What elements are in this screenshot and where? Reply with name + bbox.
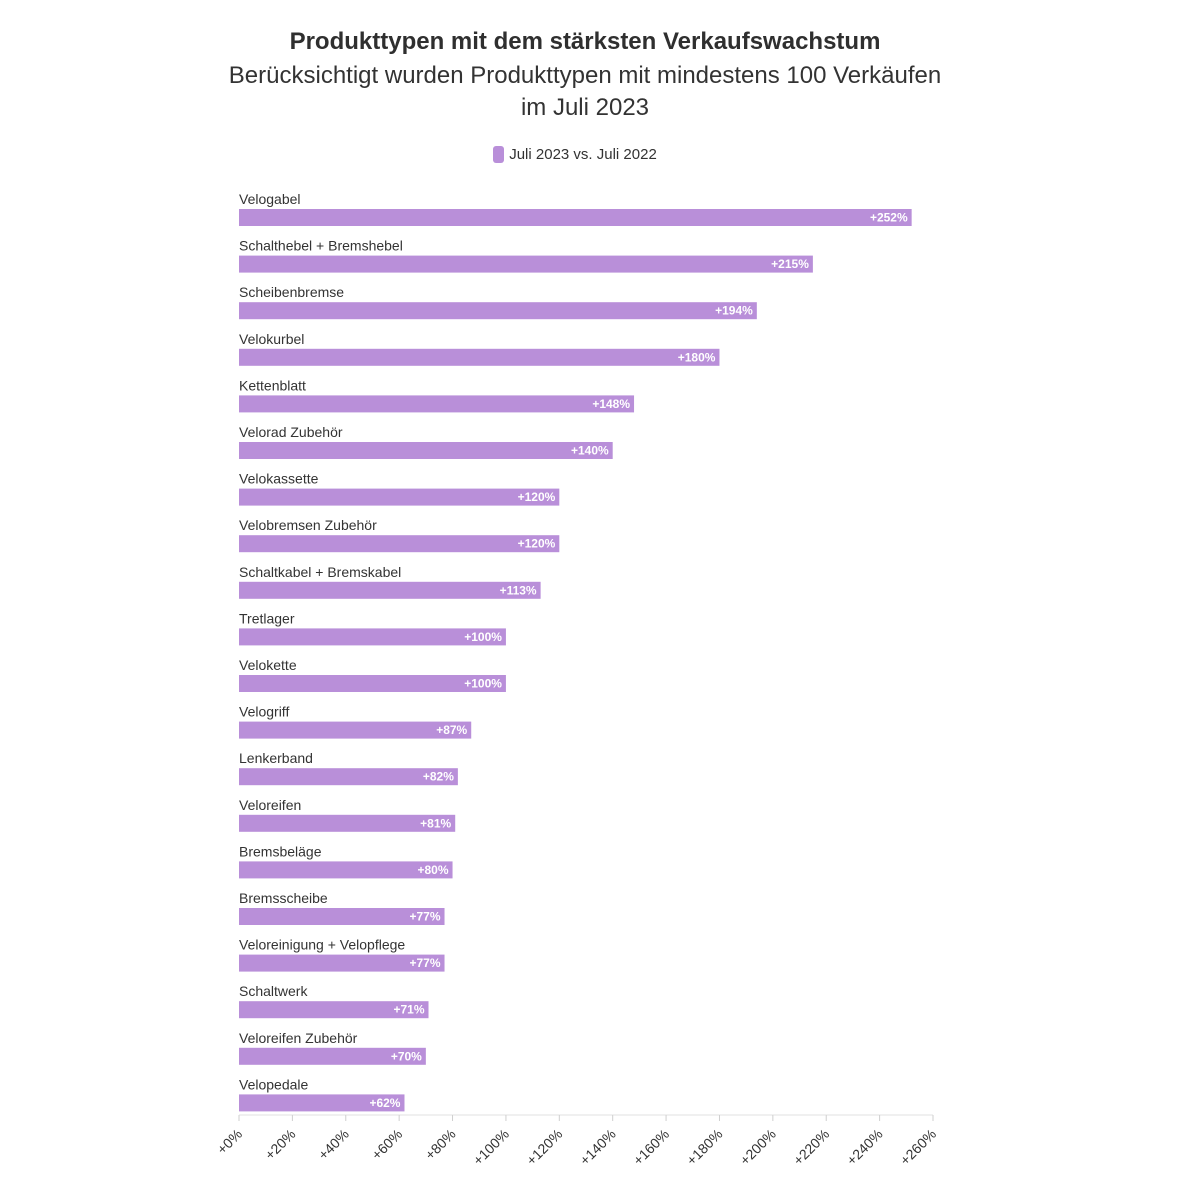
bar: [239, 348, 720, 366]
x-tick-label: +20%: [262, 1126, 299, 1163]
category-label: Veloreinigung + Velopflege: [239, 937, 405, 953]
legend-label: Juli 2023 vs. Juli 2022: [509, 146, 657, 163]
category-label: Velogabel: [239, 191, 301, 207]
category-label: Velorad Zubehör: [239, 424, 343, 440]
x-tick-label: +100%: [470, 1126, 512, 1168]
category-label: Velogriff: [239, 704, 289, 720]
bar: [239, 255, 813, 273]
category-label: Velopedale: [239, 1076, 309, 1092]
value-label: +80%: [418, 863, 449, 877]
x-tick-label: +40%: [315, 1126, 352, 1163]
value-label: +140%: [571, 444, 609, 458]
x-tick-label: +180%: [683, 1126, 725, 1168]
bar: [239, 1001, 429, 1019]
category-label: Bremsscheibe: [239, 890, 328, 906]
legend-swatch: [493, 146, 505, 163]
value-label: +120%: [518, 537, 556, 551]
category-label: Bremsbeläge: [239, 843, 322, 859]
bar: [239, 442, 613, 459]
category-label: Velokassette: [239, 471, 319, 487]
category-label: Velokette: [239, 657, 297, 673]
x-tick-label: +0%: [214, 1126, 245, 1157]
value-label: +215%: [771, 257, 809, 271]
bar: [239, 395, 635, 413]
x-tick-label: +160%: [630, 1126, 672, 1168]
bar: [239, 1094, 405, 1112]
bar: [239, 1047, 426, 1065]
x-tick-label: +240%: [843, 1126, 885, 1168]
bar: [239, 861, 453, 879]
value-label: +180%: [678, 350, 716, 364]
value-label: +70%: [391, 1049, 422, 1063]
bar: [239, 675, 506, 692]
category-label: Schaltwerk: [239, 983, 308, 999]
chart-subtitle-line-1: Berücksichtigt wurden Produkttypen mit m…: [228, 62, 942, 89]
x-tick-label: +60%: [368, 1126, 405, 1163]
bar: [239, 209, 912, 226]
value-label: +120%: [518, 490, 556, 504]
chart-legend: Juli 2023 vs. Juli 2022: [0, 146, 1150, 163]
bar: [239, 628, 506, 646]
bar: [239, 908, 445, 925]
x-tick-label: +200%: [737, 1126, 779, 1168]
category-label: Veloreifen: [239, 797, 301, 813]
bar: [239, 488, 560, 506]
category-label: Velokurbel: [239, 331, 304, 347]
bar: [239, 768, 458, 786]
bar: [239, 814, 456, 832]
value-label: +77%: [409, 956, 440, 970]
value-label: +82%: [423, 770, 454, 784]
chart-subtitle: Berücksichtigt wurden Produkttypen mit m…: [0, 60, 1170, 124]
value-label: +81%: [420, 816, 451, 830]
chart-title: Produkttypen mit dem stärksten Verkaufsw…: [289, 28, 881, 55]
bar: [239, 302, 757, 320]
category-label: Schalthebel + Bremshebel: [239, 238, 403, 254]
value-label: +113%: [500, 583, 537, 597]
category-label: Veloreifen Zubehör: [239, 1030, 358, 1046]
x-tick-label: +80%: [422, 1126, 459, 1163]
category-label: Kettenblatt: [239, 377, 306, 393]
value-label: +100%: [464, 630, 502, 644]
value-label: +194%: [715, 304, 753, 318]
bar: [239, 535, 560, 553]
value-label: +87%: [436, 723, 467, 737]
chart-subtitle-line-2: im Juli 2023: [520, 94, 650, 121]
x-tick-label: +120%: [523, 1126, 565, 1168]
value-label: +252%: [870, 211, 908, 225]
value-label: +77%: [409, 910, 440, 924]
category-label: Tretlager: [239, 610, 295, 626]
bar: [239, 954, 445, 972]
x-tick-label: +260%: [897, 1126, 939, 1168]
value-label: +100%: [464, 677, 502, 691]
bar: [239, 581, 541, 599]
x-tick-label: +220%: [790, 1126, 832, 1168]
value-label: +71%: [393, 1003, 424, 1017]
x-tick-label: +140%: [576, 1126, 618, 1168]
category-label: Lenkerband: [239, 750, 313, 766]
bar: [239, 721, 472, 739]
category-label: Scheibenbremse: [239, 284, 344, 300]
value-label: +148%: [592, 397, 630, 411]
category-label: Velobremsen Zubehör: [239, 517, 377, 533]
category-label: Schaltkabel + Bremskabel: [239, 564, 401, 580]
value-label: +62%: [369, 1096, 400, 1110]
